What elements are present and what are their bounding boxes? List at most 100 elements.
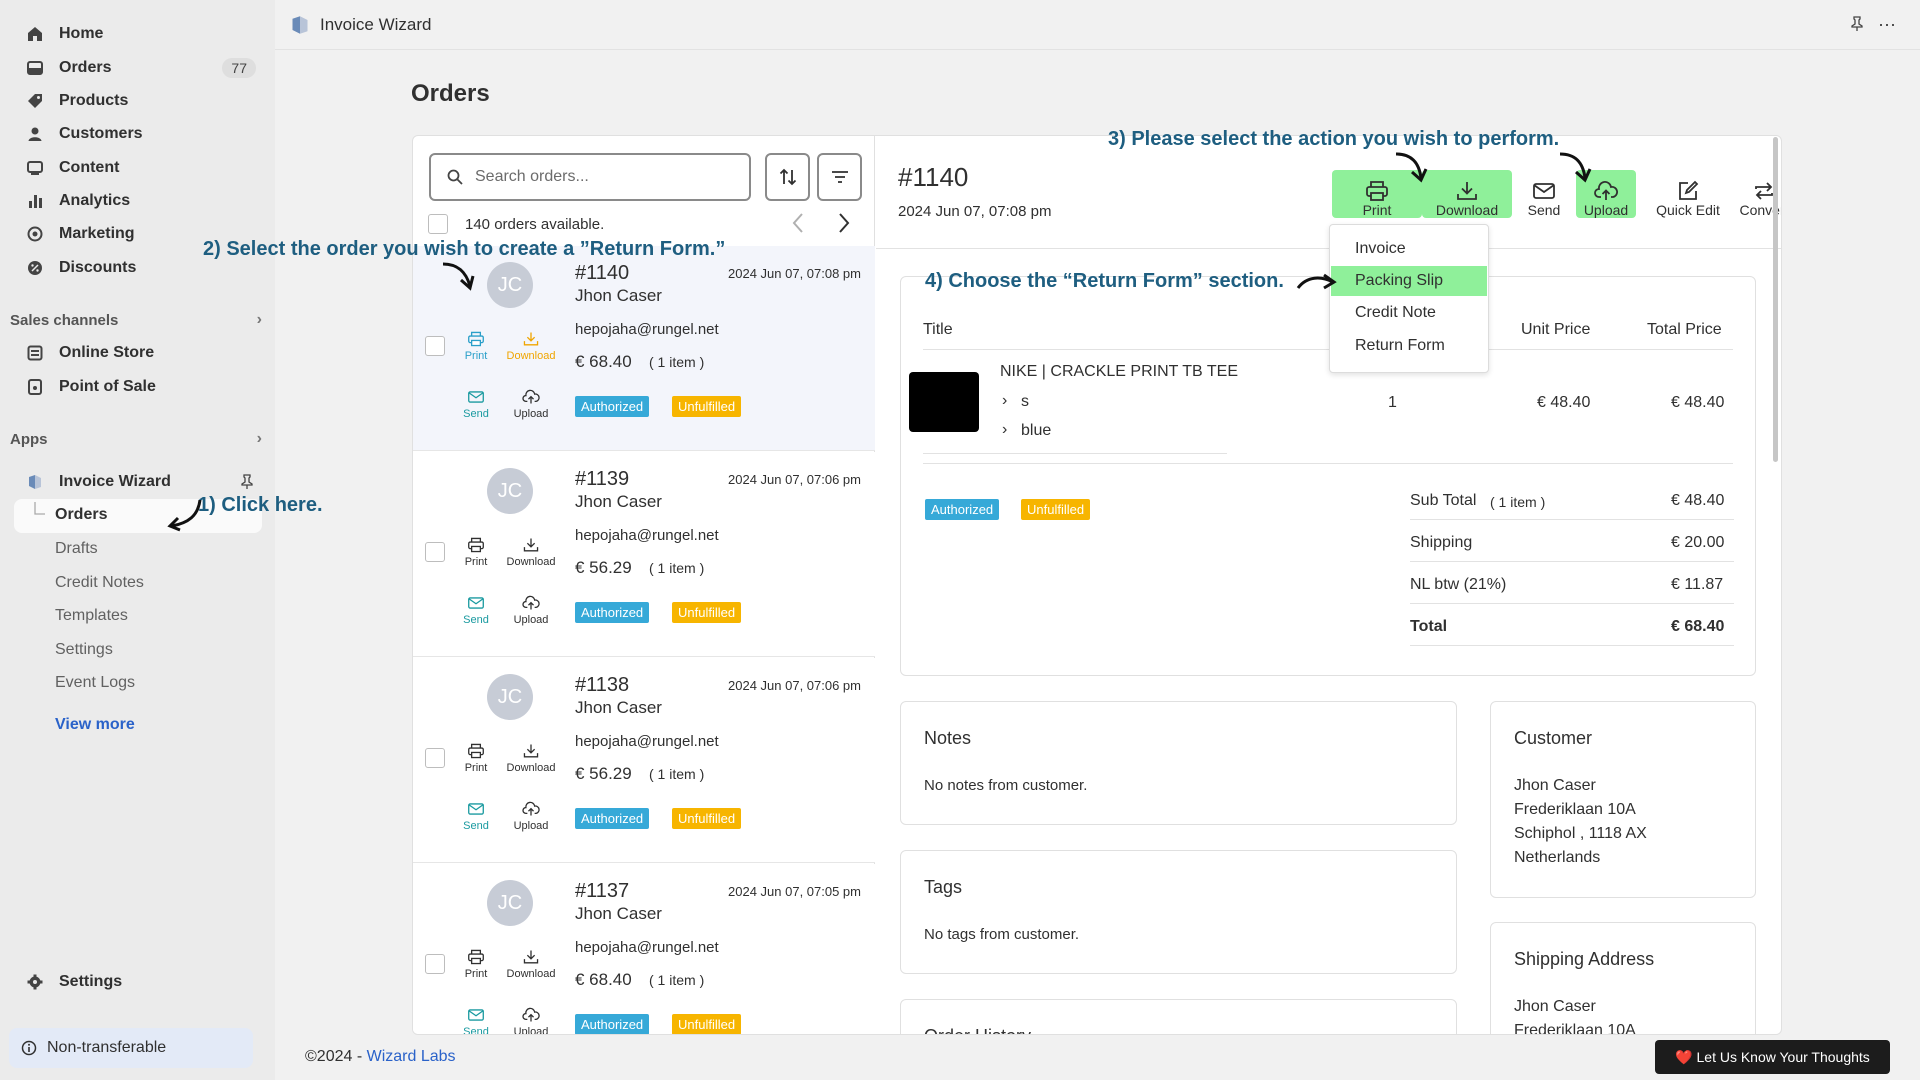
order-list-item[interactable]: JC #1137 2024 Jun 07, 07:05 pm Jhon Case…: [413, 864, 875, 1034]
dropdown-packing-slip[interactable]: Packing Slip: [1331, 266, 1487, 296]
order-checkbox[interactable]: [425, 748, 445, 768]
notes-panel: Notes No notes from customer.: [900, 701, 1457, 825]
order-upload-button[interactable]: Upload: [506, 1007, 556, 1034]
order-print-button[interactable]: Print: [451, 949, 501, 980]
fulfillment-status-badge: Unfulfilled: [672, 808, 742, 829]
cloud-upload-icon: [522, 595, 540, 611]
order-list-item[interactable]: JC #1140 2024 Jun 07, 07:08 pm Jhon Case…: [413, 246, 875, 451]
order-print-button[interactable]: Print: [451, 331, 501, 362]
app-subitem-templates[interactable]: Templates: [55, 607, 128, 624]
order-download-button[interactable]: Download: [506, 743, 556, 774]
dropdown-credit-note[interactable]: Credit Note: [1355, 304, 1436, 321]
quick-edit-button[interactable]: Quick Edit: [1648, 170, 1728, 218]
line-total-price: € 48.40: [1671, 394, 1725, 411]
payment-status-badge: Authorized: [575, 1014, 650, 1034]
order-list-item[interactable]: JC #1138 2024 Jun 07, 07:06 pm Jhon Case…: [413, 658, 875, 863]
non-transferable-banner[interactable]: Non-transferable: [9, 1028, 253, 1068]
order-download-button[interactable]: Download: [506, 331, 556, 362]
feedback-button[interactable]: ❤️ Let Us Know Your Thoughts: [1655, 1040, 1890, 1074]
nav-settings[interactable]: Settings: [14, 966, 264, 998]
nav-products-label: Products: [59, 92, 129, 109]
nav-discounts[interactable]: Discounts: [14, 252, 264, 284]
nav-online-store[interactable]: Online Store: [14, 337, 264, 369]
download-action-button[interactable]: Download: [1422, 170, 1512, 218]
order-download-button[interactable]: Download: [506, 537, 556, 568]
app-subitem-orders[interactable]: Orders: [55, 506, 108, 523]
sort-button[interactable]: [765, 153, 810, 201]
view-more-link[interactable]: View more: [55, 716, 135, 733]
nav-home[interactable]: Home: [14, 18, 264, 50]
order-print-button[interactable]: Print: [451, 537, 501, 568]
order-checkbox[interactable]: [425, 542, 445, 562]
pin-icon[interactable]: [240, 474, 254, 490]
select-all-checkbox[interactable]: [428, 214, 448, 234]
company-link[interactable]: Wizard Labs: [366, 1048, 456, 1065]
convert-button[interactable]: Convert: [1732, 170, 1781, 218]
discount-icon: [25, 258, 45, 278]
nav-point-of-sale[interactable]: Point of Sale: [14, 371, 264, 403]
order-print-label: Print: [464, 350, 488, 362]
nav-content[interactable]: Content: [14, 152, 264, 184]
orders-available-text: 140 orders available.: [465, 216, 605, 233]
order-send-button[interactable]: Send: [451, 389, 501, 420]
filter-button[interactable]: [817, 153, 862, 201]
order-send-button[interactable]: Send: [451, 801, 501, 832]
order-send-label: Send: [463, 408, 489, 420]
app-subitem-settings[interactable]: Settings: [55, 641, 113, 658]
more-options-icon[interactable]: ⋯: [1878, 15, 1896, 35]
app-subitem-drafts[interactable]: Drafts: [55, 540, 98, 557]
order-send-button[interactable]: Send: [451, 595, 501, 626]
order-send-button[interactable]: Send: [451, 1007, 501, 1034]
footer-copyright: ©2024 - Wizard Labs: [305, 1048, 456, 1066]
order-list-item[interactable]: JC #1139 2024 Jun 07, 07:06 pm Jhon Case…: [413, 452, 875, 657]
order-upload-button[interactable]: Upload: [506, 595, 556, 626]
order-checkbox[interactable]: [425, 954, 445, 974]
apps-header[interactable]: Apps ›: [10, 430, 262, 448]
sales-channels-header[interactable]: Sales channels ›: [10, 311, 262, 329]
avatar: JC: [487, 468, 533, 514]
upload-action-button[interactable]: Upload: [1576, 170, 1636, 218]
shipping-value: € 20.00: [1671, 534, 1725, 551]
order-download-button[interactable]: Download: [506, 949, 556, 980]
send-action-button[interactable]: Send: [1518, 170, 1570, 218]
dropdown-invoice[interactable]: Invoice: [1355, 240, 1406, 257]
avatar: JC: [487, 262, 533, 308]
order-checkbox[interactable]: [425, 336, 445, 356]
notes-title: Notes: [924, 728, 972, 748]
total-label: Total: [1410, 618, 1448, 635]
print-action-button[interactable]: Print: [1332, 170, 1422, 218]
dropdown-return-form[interactable]: Return Form: [1355, 337, 1445, 354]
order-upload-button[interactable]: Upload: [506, 801, 556, 832]
product-name[interactable]: NIKE | CRACKLE PRINT TB TEE: [1000, 363, 1238, 380]
nav-customers[interactable]: Customers: [14, 118, 264, 150]
print-icon: [467, 743, 485, 759]
order-id: #1140: [575, 262, 630, 284]
next-page-icon[interactable]: [837, 212, 851, 234]
order-qty: ( 1 item ): [649, 354, 705, 370]
app-subitem-credit-notes[interactable]: Credit Notes: [55, 574, 144, 591]
order-print-button[interactable]: Print: [451, 743, 501, 774]
prev-page-icon[interactable]: [791, 212, 805, 234]
orders-list-pane: Search orders... 140 orders available. J…: [413, 136, 875, 1034]
chevron-right-icon: ›: [256, 430, 262, 447]
annotation-arrow-icon: [1395, 152, 1428, 183]
pin-icon[interactable]: [1850, 16, 1864, 32]
avatar: JC: [487, 880, 533, 926]
nav-orders[interactable]: Orders 77: [14, 52, 264, 84]
quick-edit-label: Quick Edit: [1656, 202, 1720, 218]
nav-analytics[interactable]: Analytics: [14, 185, 264, 217]
search-input[interactable]: Search orders...: [475, 168, 589, 185]
nav-invoice-wizard[interactable]: Invoice Wizard: [14, 466, 264, 498]
nav-marketing[interactable]: Marketing: [14, 218, 264, 250]
app-subitem-event-logs[interactable]: Event Logs: [55, 674, 136, 691]
search-box[interactable]: Search orders...: [429, 153, 751, 201]
order-qty: ( 1 item ): [649, 560, 705, 576]
nav-products[interactable]: Products: [14, 85, 264, 117]
divider: [923, 349, 1733, 350]
orders-card: Search orders... 140 orders available. J…: [412, 135, 1782, 1035]
order-upload-button[interactable]: Upload: [506, 389, 556, 420]
variant-size: s: [1021, 393, 1029, 410]
detail-scrollbar[interactable]: [1773, 137, 1778, 462]
annotation-arrow-icon: [167, 499, 202, 532]
upload-action-label: Upload: [1583, 202, 1629, 218]
